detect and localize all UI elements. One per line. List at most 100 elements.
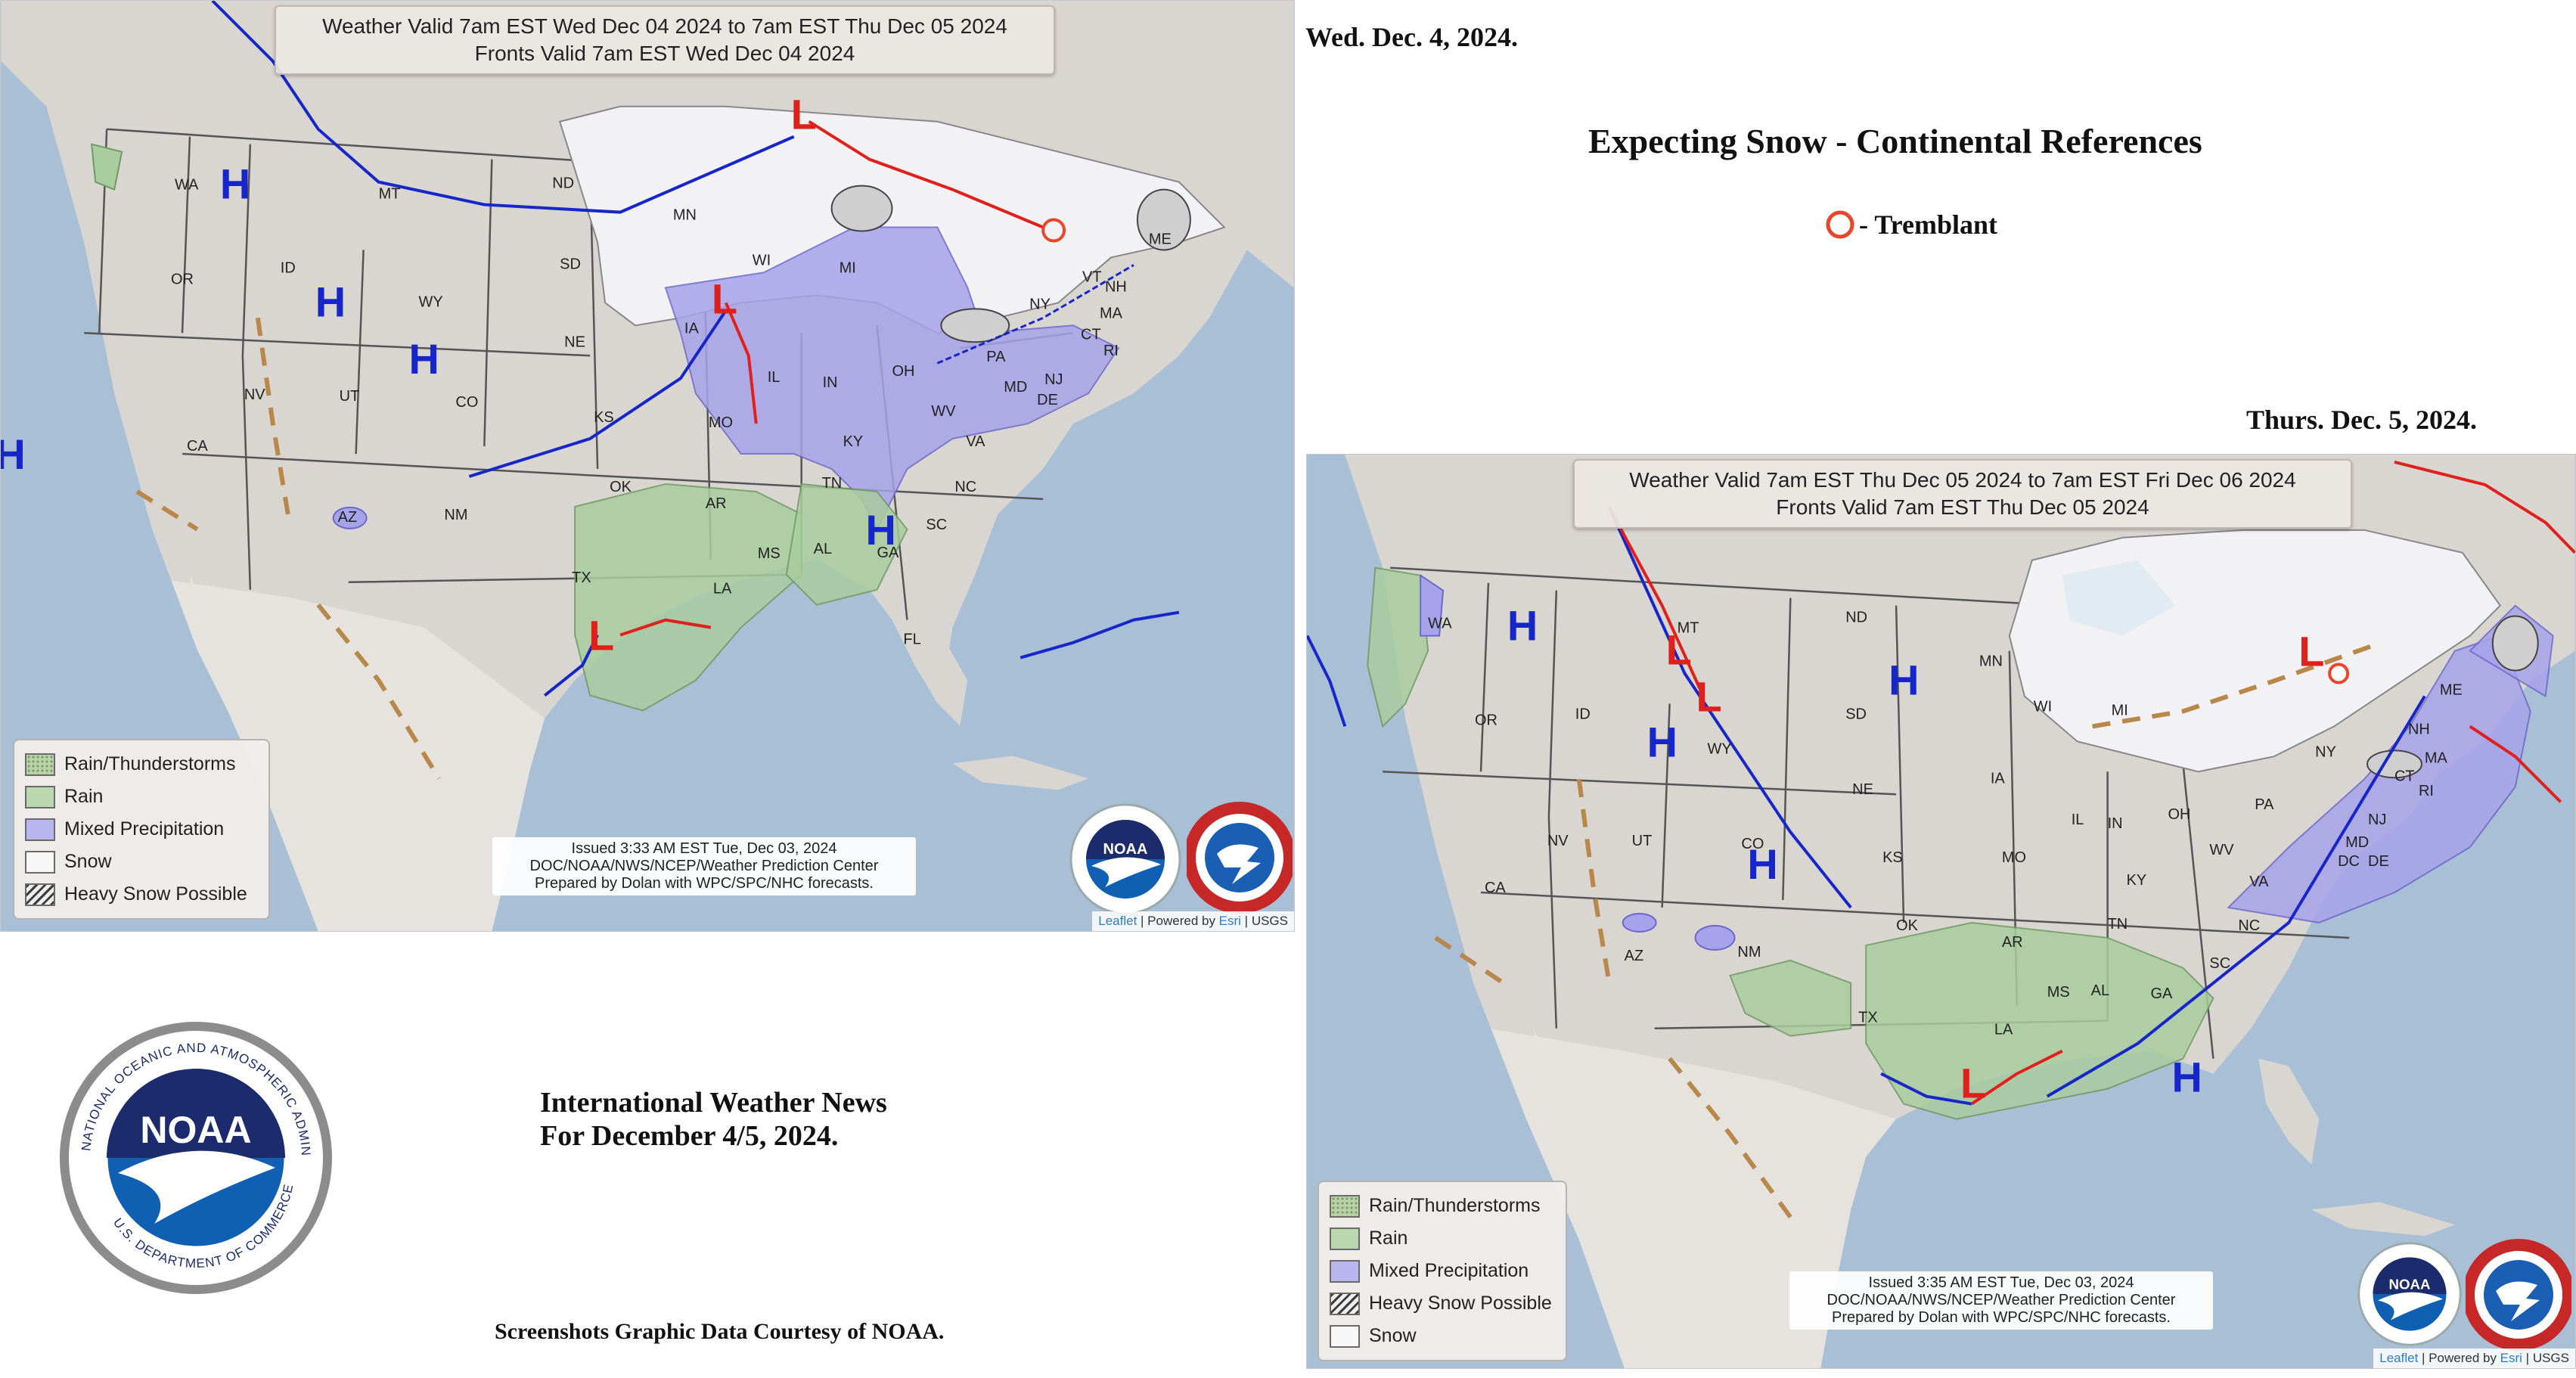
state-label: MD bbox=[2345, 834, 2369, 851]
state-label: LA bbox=[1994, 1022, 2013, 1038]
baja bbox=[189, 574, 281, 779]
state-label: MA bbox=[1100, 305, 1123, 321]
weather-map-dec-4[interactable]: WA MT ND MN OR ID SD WI MI NY VT NH ME M… bbox=[0, 0, 1295, 932]
state-label: MT bbox=[379, 186, 401, 203]
state-label: NV bbox=[1547, 833, 1569, 849]
warm-front-6 bbox=[1970, 1049, 2063, 1106]
state-label: IN bbox=[2108, 815, 2123, 832]
rain-swatch bbox=[25, 785, 55, 808]
date-heading-thu: Thurs. Dec. 5, 2024. bbox=[2246, 405, 2477, 435]
pressure-systems-1: H H H H H L L L bbox=[1, 91, 896, 660]
trough-2a bbox=[1576, 778, 1612, 984]
state-label: CA bbox=[187, 438, 208, 455]
state-label: NJ bbox=[1044, 371, 1063, 388]
state-label: OK bbox=[610, 479, 632, 495]
state-label: NV bbox=[244, 386, 265, 403]
state-label: AR bbox=[706, 495, 727, 512]
map-2-canvas: WA MT ND MN OR ID SD WI MI NY ME NH MA C… bbox=[1307, 455, 2575, 1368]
mixed-region-nm-2 bbox=[1694, 924, 1736, 951]
heavy-snow-swatch bbox=[1330, 1292, 1360, 1315]
issued-line-1: Issued 3:35 AM EST Tue, Dec 03, 2024 bbox=[1868, 1274, 2134, 1291]
rain-region-wa-1 bbox=[91, 143, 123, 191]
valid-time-line-2: Fronts Valid 7am EST Thu Dec 05 2024 bbox=[1776, 495, 2149, 519]
cuba bbox=[952, 756, 1089, 790]
issued-line-2: DOC/NOAA/NWS/NCEP/Weather Prediction Cen… bbox=[529, 858, 879, 874]
state-label: WA bbox=[175, 177, 199, 194]
esri-link[interactable]: Esri bbox=[2500, 1351, 2522, 1365]
state-label: ME bbox=[1149, 231, 1172, 247]
page-title: Expecting Snow - Continental References bbox=[1588, 122, 2202, 160]
cold-front-6 bbox=[2046, 695, 2426, 1098]
rain-region-1 bbox=[785, 483, 908, 606]
snow-region-1 bbox=[558, 105, 1226, 334]
state-label: CT bbox=[2394, 768, 2415, 784]
nws-logo-icon bbox=[2466, 1239, 2571, 1351]
state-label: MA bbox=[2425, 750, 2448, 766]
leaflet-link[interactable]: Leaflet bbox=[2379, 1351, 2419, 1365]
date-heading-wed: Wed. Dec. 4, 2024. bbox=[1305, 22, 1518, 52]
trough-1c bbox=[135, 489, 199, 532]
state-label: GA bbox=[2151, 985, 2174, 1002]
noaa-seal-icon: NOAA NATIONAL OCEANIC AND ATMOSPHERIC AD… bbox=[56, 1018, 332, 1294]
legend-label: Snow bbox=[1369, 1325, 1417, 1346]
warm-front-1 bbox=[808, 120, 1044, 229]
state-label: KY bbox=[2127, 872, 2147, 889]
legend-label: Mixed Precipitation bbox=[64, 818, 225, 840]
florida bbox=[2258, 1058, 2320, 1165]
state-label: IL bbox=[2072, 812, 2084, 828]
state-label: GA bbox=[877, 545, 900, 561]
nws-logo-icon bbox=[1187, 802, 1293, 914]
high-pressure-symbol: H bbox=[1647, 718, 1678, 765]
legend-item-snow: Snow bbox=[25, 846, 258, 878]
state-label: LA bbox=[713, 581, 732, 597]
issued-info: Issued 3:35 AM EST Tue, Dec 03, 2024 DOC… bbox=[1789, 1271, 2213, 1330]
low-pressure-symbol: L bbox=[791, 91, 817, 138]
pressure-systems-2: H H H H H L L L L bbox=[1507, 602, 2324, 1107]
state-label: ID bbox=[281, 259, 296, 276]
state-label: OR bbox=[171, 271, 194, 287]
state-label: DE bbox=[2368, 853, 2389, 870]
valid-time-box: Weather Valid 7am EST Wed Dec 04 2024 to… bbox=[275, 5, 1055, 75]
tremblant-legend: - Tremblant bbox=[1824, 209, 1997, 241]
legend-item-mixed-precipitation: Mixed Precipitation bbox=[25, 813, 258, 846]
weather-map-dec-5[interactable]: WA MT ND MN OR ID SD WI MI NY ME NH MA C… bbox=[1306, 454, 2576, 1369]
attribution-separator: | Powered by bbox=[1137, 914, 1219, 928]
state-label: IL bbox=[768, 369, 781, 386]
heavy-snow-swatch bbox=[25, 883, 55, 906]
legend-label: Heavy Snow Possible bbox=[1369, 1293, 1552, 1314]
legend-label: Rain/Thunderstorms bbox=[64, 753, 236, 774]
state-label: MO bbox=[709, 414, 733, 431]
legend-item-heavy-snow: Heavy Snow Possible bbox=[25, 878, 258, 911]
legend-item-mixed-precipitation: Mixed Precipitation bbox=[1330, 1255, 1555, 1287]
cold-front-4 bbox=[543, 634, 599, 697]
high-pressure-symbol: H bbox=[2171, 1054, 2202, 1101]
heavy-snow-hatch-1 bbox=[830, 185, 1191, 343]
state-label: DC bbox=[2338, 853, 2360, 870]
trough-2c bbox=[2092, 641, 2381, 729]
state-label: RI bbox=[2419, 783, 2434, 799]
low-pressure-symbol: L bbox=[1696, 672, 1722, 720]
mixed-region-az-2 bbox=[1622, 912, 1657, 933]
cold-front-3 bbox=[1020, 610, 1180, 660]
state-label: MN bbox=[673, 207, 697, 224]
state-label: VA bbox=[966, 433, 985, 450]
state-label: ME bbox=[2440, 681, 2463, 698]
news-title-line-2: For December 4/5, 2024. bbox=[540, 1120, 839, 1152]
valid-time-line-1: Weather Valid 7am EST Wed Dec 04 2024 to… bbox=[322, 14, 1007, 38]
state-label: OR bbox=[1475, 712, 1497, 728]
state-label: IA bbox=[684, 320, 700, 337]
esri-link[interactable]: Esri bbox=[1218, 914, 1241, 928]
mixed-precip-region-1 bbox=[664, 226, 1120, 532]
state-label: TN bbox=[822, 475, 843, 492]
state-label: AZ bbox=[338, 509, 358, 526]
state-label: FL bbox=[903, 632, 920, 648]
state-label: VT bbox=[1082, 268, 1102, 285]
low-pressure-symbol: L bbox=[588, 612, 614, 660]
state-label: MI bbox=[840, 259, 856, 276]
news-title-line-1: International Weather News bbox=[540, 1087, 887, 1119]
state-label: NE bbox=[564, 334, 585, 350]
state-label: MI bbox=[2112, 702, 2128, 718]
leaflet-link[interactable]: Leaflet bbox=[1098, 914, 1137, 928]
state-labels-2: WA MT ND MN OR ID SD WI MI NY ME NH MA C… bbox=[1428, 610, 2463, 1038]
cold-front-1 bbox=[211, 1, 795, 214]
